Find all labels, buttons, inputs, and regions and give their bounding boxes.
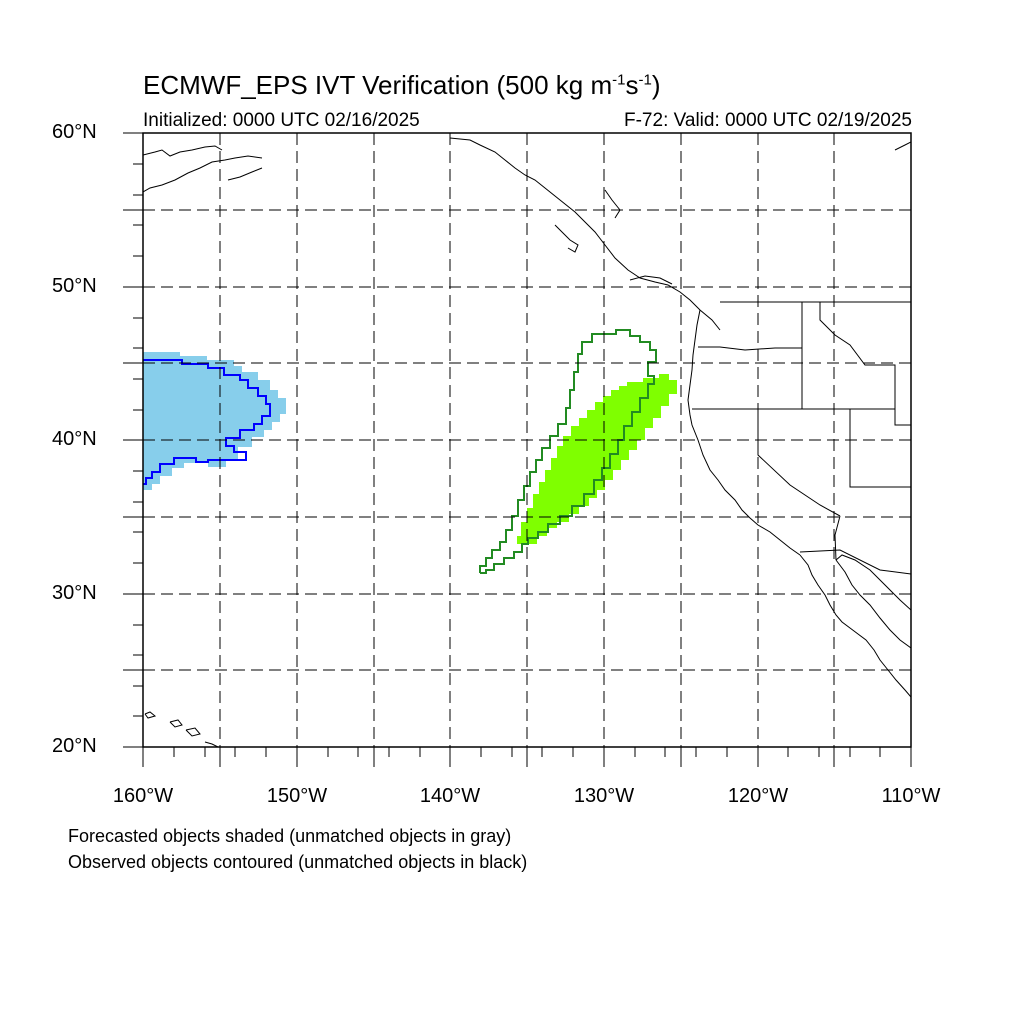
forecast-object-blue (143, 352, 286, 490)
lon-label-160w: 160°W (112, 785, 174, 807)
lat-label-60n: 60°N (52, 121, 97, 143)
observed-contour-green (479, 329, 657, 574)
valid-time: F-72: Valid: 0000 UTC 02/19/2025 (624, 110, 912, 131)
lon-label-130w: 130°W (573, 785, 635, 807)
observed-contour-blue (143, 359, 271, 485)
tick-marks (123, 132, 912, 767)
graticule (143, 133, 911, 747)
lon-label-120w: 120°W (727, 785, 789, 807)
lat-label-30n: 30°N (52, 582, 97, 604)
lon-label-150w: 150°W (266, 785, 328, 807)
lon-label-110w: 110°W (881, 785, 941, 807)
forecast-note: Forecasted objects shaded (unmatched obj… (68, 826, 512, 846)
lat-label-20n: 20°N (52, 735, 97, 757)
initialized-time: Initialized: 0000 UTC 02/16/2025 (143, 110, 420, 131)
forecast-object-green (517, 374, 677, 544)
map-title: ECMWF_EPS IVT Verification (500 kg m-1s-… (143, 70, 661, 100)
coastlines (143, 137, 911, 747)
observed-note: Observed objects contoured (unmatched ob… (68, 852, 528, 872)
lon-label-140w: 140°W (419, 785, 481, 807)
lat-label-50n: 50°N (52, 275, 97, 297)
lat-label-40n: 40°N (52, 428, 97, 450)
